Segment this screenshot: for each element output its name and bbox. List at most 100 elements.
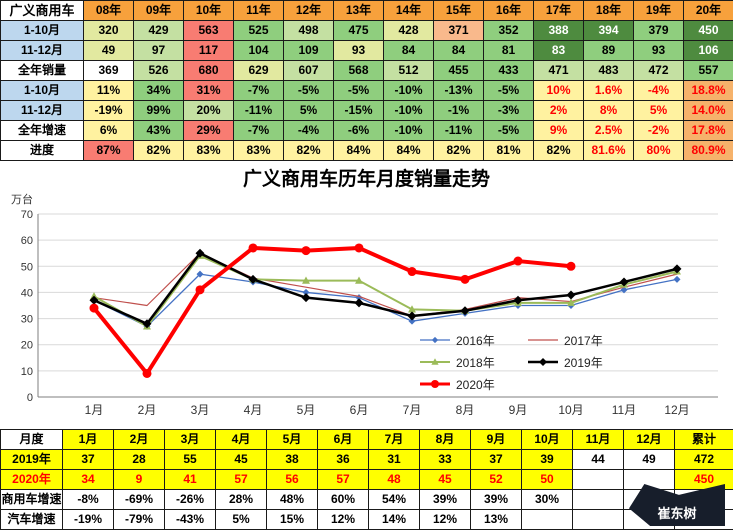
- legend-swatch: [528, 339, 558, 341]
- table-cell: 629: [233, 60, 284, 81]
- series-marker: [301, 293, 311, 303]
- year-header-cell: 12年: [283, 0, 334, 21]
- table-cell: 30%: [521, 489, 573, 510]
- table-cell: 36: [317, 449, 369, 470]
- table-cell: 93: [633, 40, 684, 61]
- table-cell: 33: [419, 449, 471, 470]
- y-axis-unit: 万台: [11, 192, 33, 206]
- table-cell: 39: [521, 449, 573, 470]
- table-cell: -26%: [164, 489, 216, 510]
- row-label: 全年销量: [0, 60, 84, 81]
- table-cell: 15%: [266, 509, 318, 530]
- table-cell: 81.6%: [583, 140, 634, 161]
- table-row: 1-10月 320 429 563 525 498 475 428 371 352 388 394 37…: [0, 20, 733, 41]
- table-cell: 34: [62, 469, 114, 490]
- table-cell: -69%: [113, 489, 165, 510]
- row-label: 11-12月: [0, 100, 84, 121]
- x-tick-label: 10月: [558, 403, 583, 417]
- table-cell: 371: [433, 20, 484, 41]
- table-cell: -5%: [483, 120, 534, 141]
- table-cell: 5%: [283, 100, 334, 121]
- table-cell: 82%: [133, 140, 184, 161]
- table-cell: 31%: [183, 80, 234, 101]
- y-tick-label: 10: [21, 366, 33, 378]
- x-tick-label: 5月: [297, 403, 316, 417]
- table-cell: 526: [133, 60, 184, 81]
- table-cell: 563: [183, 20, 234, 41]
- x-tick-label: 11月: [612, 403, 636, 417]
- table-cell: 10%: [533, 80, 584, 101]
- table-cell: 41: [164, 469, 216, 490]
- table-cell: 388: [533, 20, 584, 41]
- year-header-cell: 19年: [633, 0, 684, 21]
- table-cell: -4%: [633, 80, 684, 101]
- month-header-cell: 12月: [623, 429, 675, 450]
- table-row: 2020年 34 9 41 57 56 57 48 45 52 50 450: [0, 469, 733, 490]
- monthly-detail-table: 月度 1月 2月 3月 4月 5月 6月 7月 8月 9月 10月 11月 12月 累计 2019年 37 28…: [0, 429, 733, 530]
- table-cell: 557: [683, 60, 733, 81]
- table-cell: -8%: [62, 489, 114, 510]
- table-cell: 28: [113, 449, 165, 470]
- year-header-cell: 11年: [233, 0, 284, 21]
- table-cell: 84: [433, 40, 484, 61]
- table-row: 进度 87% 82% 83% 83% 82% 84% 84% 82% 81% 82% 81.6% 80%…: [0, 140, 733, 161]
- series-marker: [142, 368, 152, 378]
- table-cell: -2%: [633, 120, 684, 141]
- table-cell: 525: [233, 20, 284, 41]
- table-cell: 2%: [533, 100, 584, 121]
- series-line-2020年: [92, 245, 573, 376]
- legend-label: 2016年: [456, 333, 495, 348]
- legend-swatch: [420, 358, 450, 365]
- table-cell: 93: [333, 40, 384, 61]
- row-label: 进度: [0, 140, 84, 161]
- table-cell: 83%: [183, 140, 234, 161]
- series-marker: [567, 298, 575, 306]
- year-header-cell: 14年: [383, 0, 434, 21]
- month-header-cell: 11月: [572, 429, 624, 450]
- table-cell: -43%: [164, 509, 216, 530]
- table-title-cell: 广义商用车: [0, 0, 84, 21]
- series-marker: [195, 248, 205, 258]
- table-cell: 471: [533, 60, 584, 81]
- series-marker: [196, 270, 204, 278]
- table-cell: 55: [164, 449, 216, 470]
- table-row: 11-12月 -19% 99% 20% -11% 5% -15% -10% -1% -3% 2% 8%…: [0, 100, 733, 121]
- row-label: 商用车增速: [0, 489, 63, 510]
- table-cell: 106: [683, 40, 733, 61]
- table-cell: 83: [533, 40, 584, 61]
- table-cell: 37: [62, 449, 114, 470]
- series-marker: [460, 306, 470, 316]
- table-cell: 37: [470, 449, 522, 470]
- month-header-cell: 3月: [164, 429, 216, 450]
- series-marker: [619, 277, 629, 287]
- table-cell: -11%: [433, 120, 484, 141]
- table-cell: 89: [583, 40, 634, 61]
- series-marker: [354, 298, 364, 308]
- table-cell: 50: [521, 469, 573, 490]
- legend-item-2016年: 2016年: [418, 332, 526, 349]
- series-marker: [248, 274, 258, 284]
- series-marker: [408, 305, 416, 313]
- table-cell: 49: [83, 40, 134, 61]
- year-header-cell: 15年: [433, 0, 484, 21]
- table-cell: 14%: [368, 509, 420, 530]
- x-tick-label: 4月: [244, 403, 263, 417]
- table-cell: 39%: [470, 489, 522, 510]
- month-header-cell: 10月: [521, 429, 573, 450]
- series-marker: [566, 290, 576, 300]
- year-header-cell: 08年: [83, 0, 134, 21]
- y-tick-label: 70: [21, 209, 33, 221]
- table-cell: 45: [215, 449, 267, 470]
- table-cell: 104: [233, 40, 284, 61]
- series-marker: [513, 295, 523, 305]
- table-cell: 56: [266, 469, 318, 490]
- x-tick-label: 12月: [664, 403, 689, 417]
- table-cell: 82%: [533, 140, 584, 161]
- table-cell: 81: [483, 40, 534, 61]
- table-cell: 455: [433, 60, 484, 81]
- row-label: 1-10月: [0, 20, 84, 41]
- table-cell: -4%: [283, 120, 334, 141]
- row-label: 全年增速: [0, 120, 84, 141]
- row-label: 汽车增速: [0, 509, 63, 530]
